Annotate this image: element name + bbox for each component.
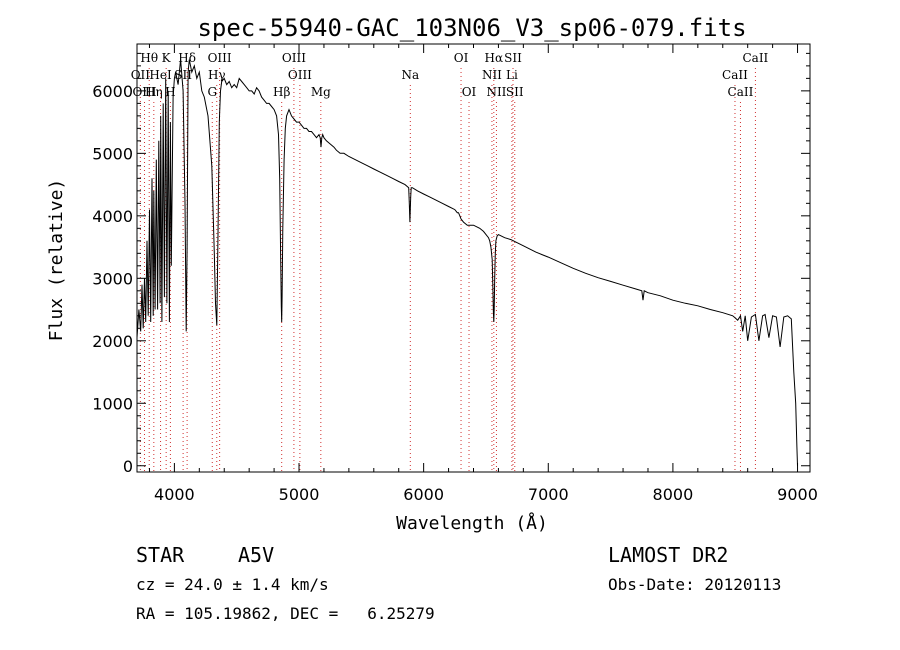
y-tick-label: 4000 — [92, 207, 133, 226]
line-marker-label: Hβ — [273, 85, 290, 99]
line-marker-label: NII — [482, 68, 502, 82]
x-axis-label: Wavelength (Å) — [396, 512, 548, 534]
line-marker-label: OI — [462, 85, 477, 99]
line-marker-label: Hα — [485, 51, 504, 65]
line-marker-label: Hδ — [178, 51, 196, 65]
line-marker-label: Hη — [145, 85, 163, 99]
x-tick-label: 4000 — [154, 485, 195, 504]
line-marker-label: CaII — [728, 85, 754, 99]
spectrum-line — [136, 59, 798, 466]
object-type: STAR — [136, 543, 185, 567]
line-marker-label: OII — [131, 68, 151, 82]
plot-frame — [136, 43, 811, 473]
line-marker-label: HeI — [149, 68, 172, 82]
y-axis-label: Flux (relative) — [46, 179, 67, 342]
line-marker-label: Hθ — [140, 51, 158, 65]
redshift-value: cz = 24.0 ± 1.4 km/s — [136, 575, 329, 594]
line-marker-label: OIII — [288, 68, 312, 82]
y-tick-label: 6000 — [92, 82, 133, 101]
x-tick-label: 5000 — [279, 485, 320, 504]
line-marker-label: OI — [454, 51, 469, 65]
line-marker-label: H — [165, 85, 175, 99]
line-marker-label: Na — [401, 68, 419, 82]
coordinates: RA = 105.19862, DEC = 6.25279 — [136, 604, 435, 623]
line-marker-label: Hγ — [208, 68, 226, 82]
line-marker-label: Mg — [311, 85, 331, 99]
y-tick-label: 1000 — [92, 394, 133, 413]
y-tick-label: 3000 — [92, 269, 133, 288]
line-marker-label: OIII — [132, 85, 156, 99]
line-marker-label: CaII — [742, 51, 768, 65]
spectral-subclass: A5V — [238, 543, 275, 567]
y-tick-label: 5000 — [92, 144, 133, 163]
x-tick-label: 7000 — [528, 485, 569, 504]
line-marker-label: Li — [506, 68, 518, 82]
x-tick-label: 9000 — [777, 485, 818, 504]
survey-name: LAMOST DR2 — [608, 543, 729, 567]
line-marker-label: OIII — [208, 51, 232, 65]
x-tick-label: 8000 — [653, 485, 694, 504]
line-marker-label: CaII — [722, 68, 748, 82]
chart-title: spec-55940-GAC_103N06_V3_sp06-079.fits — [197, 14, 746, 42]
line-marker-label: K — [162, 51, 172, 65]
line-marker-label: NII — [486, 85, 506, 99]
y-tick-label: 0 — [123, 457, 133, 476]
axis-ticks: 4000 5000 6000 7000 8000 9000 0 1000 2000 3000 400… — [92, 44, 818, 504]
x-tick-label: 6000 — [403, 485, 444, 504]
line-marker-label: SII — [506, 85, 524, 99]
line-marker-label: SII — [504, 51, 522, 65]
line-marker-label: G — [207, 85, 217, 99]
observation-date: Obs-Date: 20120113 — [608, 575, 782, 594]
y-tick-label: 2000 — [92, 332, 133, 351]
line-marker-label: OIII — [282, 51, 306, 65]
